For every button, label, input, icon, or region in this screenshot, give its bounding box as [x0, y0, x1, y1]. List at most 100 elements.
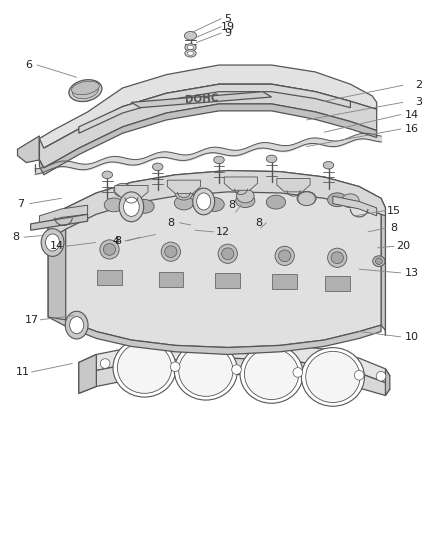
- Polygon shape: [48, 171, 381, 348]
- Polygon shape: [381, 198, 385, 336]
- Polygon shape: [79, 84, 350, 133]
- Polygon shape: [39, 65, 377, 155]
- Text: 9: 9: [224, 28, 231, 38]
- Ellipse shape: [237, 189, 254, 203]
- Ellipse shape: [214, 156, 224, 164]
- Text: 14: 14: [50, 241, 64, 251]
- Ellipse shape: [197, 193, 211, 210]
- Polygon shape: [131, 92, 272, 108]
- Ellipse shape: [298, 192, 315, 206]
- Polygon shape: [277, 179, 310, 192]
- Ellipse shape: [179, 345, 233, 397]
- Text: 20: 20: [396, 241, 410, 251]
- Ellipse shape: [205, 198, 224, 212]
- Polygon shape: [18, 136, 39, 163]
- Ellipse shape: [170, 362, 180, 372]
- Ellipse shape: [124, 197, 139, 216]
- Text: DOHC: DOHC: [184, 93, 219, 105]
- Text: 19: 19: [221, 22, 235, 31]
- Ellipse shape: [218, 244, 237, 263]
- Polygon shape: [39, 84, 377, 168]
- Ellipse shape: [69, 80, 102, 101]
- Ellipse shape: [376, 372, 386, 381]
- Text: 16: 16: [405, 124, 419, 134]
- Ellipse shape: [161, 242, 180, 261]
- Ellipse shape: [279, 250, 291, 262]
- Ellipse shape: [328, 248, 347, 268]
- Polygon shape: [31, 214, 88, 230]
- Ellipse shape: [72, 83, 99, 99]
- Polygon shape: [79, 354, 96, 393]
- Ellipse shape: [77, 91, 94, 101]
- Text: 10: 10: [405, 332, 419, 342]
- Ellipse shape: [71, 81, 99, 95]
- Polygon shape: [97, 270, 122, 285]
- Ellipse shape: [119, 192, 144, 222]
- Ellipse shape: [174, 342, 237, 400]
- Polygon shape: [39, 104, 377, 175]
- Ellipse shape: [100, 240, 119, 259]
- Ellipse shape: [222, 248, 234, 260]
- Ellipse shape: [342, 194, 359, 208]
- Ellipse shape: [236, 193, 255, 207]
- Ellipse shape: [103, 244, 116, 255]
- Ellipse shape: [185, 50, 196, 57]
- Text: 12: 12: [215, 227, 230, 237]
- Ellipse shape: [375, 258, 382, 264]
- Text: 2: 2: [415, 80, 422, 90]
- Ellipse shape: [240, 345, 303, 403]
- Ellipse shape: [293, 368, 303, 377]
- Ellipse shape: [65, 311, 88, 339]
- Ellipse shape: [41, 229, 64, 256]
- Text: 8: 8: [229, 200, 236, 210]
- Ellipse shape: [165, 246, 177, 257]
- Ellipse shape: [328, 193, 347, 207]
- Text: 17: 17: [25, 315, 39, 325]
- Text: 5: 5: [224, 14, 231, 23]
- Ellipse shape: [100, 359, 110, 368]
- Ellipse shape: [70, 317, 84, 334]
- Polygon shape: [115, 185, 148, 199]
- Ellipse shape: [104, 198, 124, 212]
- Ellipse shape: [354, 370, 364, 380]
- Polygon shape: [79, 358, 390, 395]
- Ellipse shape: [193, 188, 215, 215]
- Polygon shape: [333, 196, 377, 216]
- Polygon shape: [272, 274, 297, 289]
- Polygon shape: [39, 129, 79, 159]
- Text: 3: 3: [415, 98, 422, 107]
- Ellipse shape: [185, 44, 196, 51]
- Ellipse shape: [187, 51, 194, 55]
- Ellipse shape: [373, 256, 385, 266]
- Text: 8: 8: [115, 236, 122, 246]
- Ellipse shape: [301, 348, 364, 406]
- Text: 8: 8: [255, 218, 262, 228]
- Polygon shape: [39, 205, 88, 224]
- Ellipse shape: [232, 365, 241, 374]
- Polygon shape: [325, 276, 350, 290]
- Polygon shape: [48, 310, 381, 354]
- Ellipse shape: [323, 161, 334, 169]
- Polygon shape: [48, 208, 66, 320]
- Ellipse shape: [297, 191, 316, 205]
- Ellipse shape: [46, 234, 60, 251]
- Text: 7: 7: [18, 199, 25, 208]
- Polygon shape: [48, 171, 385, 240]
- Polygon shape: [79, 342, 390, 383]
- Ellipse shape: [114, 183, 131, 197]
- Text: 8: 8: [391, 223, 398, 233]
- Text: 8: 8: [167, 218, 174, 228]
- Text: 6: 6: [25, 60, 32, 70]
- Ellipse shape: [113, 338, 176, 397]
- Polygon shape: [159, 272, 183, 287]
- Polygon shape: [224, 177, 258, 190]
- Ellipse shape: [135, 199, 154, 213]
- Text: 11: 11: [16, 367, 30, 377]
- Text: 13: 13: [405, 268, 419, 278]
- Text: 15: 15: [387, 206, 401, 215]
- Ellipse shape: [174, 196, 194, 210]
- Ellipse shape: [266, 195, 286, 209]
- Ellipse shape: [244, 349, 299, 400]
- Ellipse shape: [175, 186, 193, 200]
- Ellipse shape: [184, 31, 197, 40]
